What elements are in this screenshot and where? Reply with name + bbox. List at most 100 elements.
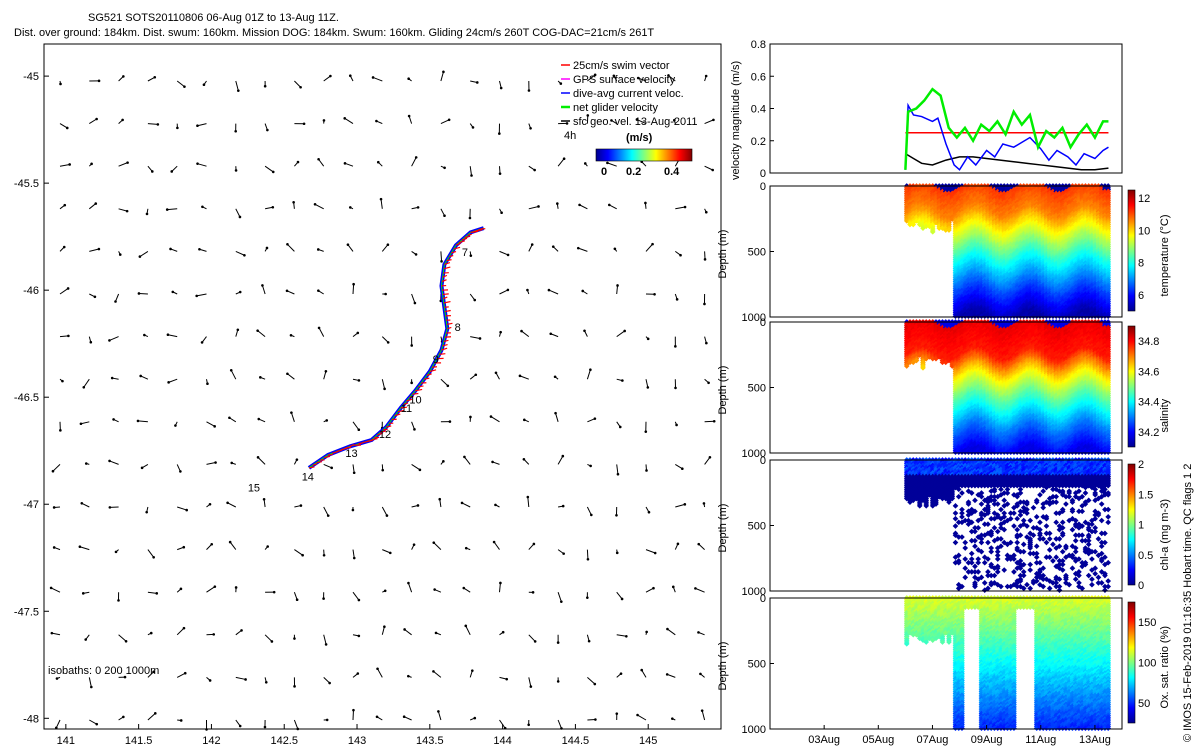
current-arrowhead	[635, 118, 639, 121]
current-arrow	[323, 506, 329, 516]
current-arrowhead	[343, 117, 347, 120]
velocity-y-ticks: 00.20.40.60.8	[751, 39, 774, 180]
current-arrowhead	[700, 709, 704, 712]
current-arrow	[439, 499, 442, 508]
current-arrowhead	[234, 129, 237, 133]
current-arrowhead	[90, 162, 93, 166]
current-arrow	[294, 549, 303, 556]
current-arrowhead	[593, 682, 597, 686]
current-arrowhead	[442, 460, 445, 463]
isobaths-label: isobaths: 0 200 1000m	[48, 665, 159, 677]
current-arrowhead	[383, 625, 386, 629]
current-arrowhead	[681, 467, 684, 470]
current-arrow	[499, 582, 501, 593]
current-arrowhead	[234, 586, 238, 589]
legend-net: net glider velocity	[573, 102, 658, 114]
swim-vector	[349, 443, 355, 447]
day-label: 12	[379, 429, 391, 441]
swim-vector	[442, 296, 448, 300]
current-arrowhead	[470, 174, 473, 177]
current-arrowhead	[243, 253, 246, 257]
current-arrowhead	[375, 119, 378, 123]
current-arrowhead	[236, 328, 240, 332]
current-arrowhead	[474, 373, 478, 377]
current-arrowhead	[562, 552, 565, 555]
speed-colorbar	[595, 148, 693, 162]
current-arrow	[411, 421, 415, 430]
current-arrow	[645, 243, 653, 252]
current-arrowhead	[68, 163, 71, 166]
current-arrowhead	[123, 675, 127, 679]
current-arrowhead	[494, 503, 497, 507]
current-arrowhead	[145, 212, 149, 216]
current-arrowhead	[356, 331, 360, 335]
current-arrowhead	[330, 466, 333, 470]
current-arrowhead	[381, 468, 385, 472]
current-arrowhead	[475, 81, 479, 84]
current-arrow	[528, 205, 539, 210]
current-arrowhead	[383, 387, 386, 391]
current-arrowhead	[346, 243, 350, 246]
current-arrowhead	[325, 718, 329, 722]
current-arrowhead	[616, 284, 619, 287]
current-arrowhead	[647, 510, 651, 514]
current-arrowhead	[707, 381, 710, 385]
current-arrowhead	[317, 289, 320, 292]
current-arrow	[579, 204, 588, 210]
current-arrowhead	[620, 597, 624, 601]
current-arrowhead	[702, 502, 706, 505]
current-arrow	[578, 247, 588, 252]
current-arrow	[557, 455, 564, 465]
current-arrowhead	[81, 592, 85, 595]
day-label: 14	[302, 472, 314, 484]
current-arrowhead	[464, 546, 468, 550]
current-arrowhead	[679, 253, 682, 257]
current-arrowhead	[578, 203, 581, 207]
current-arrowhead	[328, 681, 331, 685]
current-arrow	[499, 289, 509, 295]
swim-vector	[446, 322, 453, 326]
current-arrow	[667, 673, 676, 678]
current-arrow	[675, 503, 685, 508]
current-arrow	[138, 292, 148, 295]
map-x-ticks: 141 141.5 142 142.5 143 143.5 144 144.5 145	[57, 724, 657, 747]
swim-vector	[400, 406, 408, 409]
colorbar-tick-2: 0.4	[664, 166, 680, 178]
current-arrowhead	[694, 587, 697, 590]
current-arrowhead	[704, 74, 708, 78]
current-arrowhead	[293, 637, 296, 640]
current-arrow	[704, 456, 711, 465]
current-arrow	[433, 542, 442, 550]
velocity-panel: 00.20.40.60.8 velocity magnitude (m/s)	[730, 39, 1123, 180]
current-arrowhead	[561, 454, 565, 458]
current-arrowhead	[554, 411, 557, 415]
current-arrowhead	[619, 672, 623, 675]
current-arrowhead	[531, 591, 535, 594]
current-arrowhead	[440, 260, 443, 263]
current-arrowhead	[697, 631, 700, 634]
current-arrowhead	[615, 551, 619, 555]
current-arrowhead	[703, 258, 707, 261]
current-arrow	[616, 285, 619, 295]
current-arrowhead	[108, 459, 111, 463]
current-arrowhead	[301, 553, 304, 557]
current-arrowhead	[201, 205, 204, 209]
current-arrowhead	[122, 715, 125, 719]
current-arrowhead	[471, 126, 475, 129]
current-arrowhead	[174, 424, 177, 427]
current-arrowhead	[665, 673, 669, 676]
current-arrow	[318, 158, 325, 167]
current-arrowhead	[443, 166, 446, 170]
current-arrowhead	[386, 243, 390, 247]
current-arrowhead	[136, 419, 140, 423]
current-arrow	[521, 330, 530, 337]
current-arrowhead	[200, 341, 204, 344]
current-arrow	[294, 80, 301, 88]
current-arrowhead	[583, 329, 586, 333]
current-arrow	[607, 162, 617, 167]
current-arrow	[347, 244, 354, 252]
section-ylabel: Depth (m)	[717, 230, 729, 279]
section-colorbar	[1127, 189, 1136, 312]
swim-vector	[443, 300, 451, 304]
